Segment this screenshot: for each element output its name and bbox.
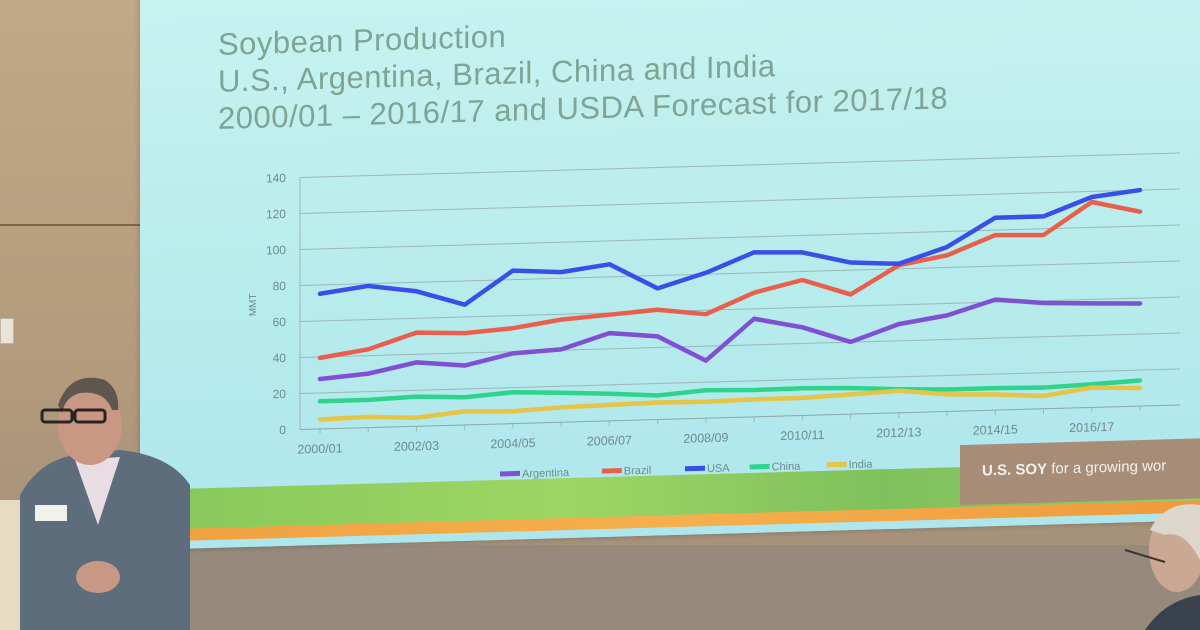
series-line-china <box>317 378 1143 404</box>
series-line-india <box>317 385 1143 422</box>
legend-swatch-india <box>826 461 847 468</box>
legend-label-china: China <box>772 461 802 474</box>
series-line-argentina <box>317 297 1143 382</box>
x-tick-label: 2010/11 <box>780 428 824 443</box>
legend-swatch-argentina <box>500 470 520 477</box>
x-tick-label: 2002/03 <box>394 439 439 454</box>
brand-slogan: for a growing wor <box>1047 457 1167 478</box>
legend-label-india: India <box>849 459 874 472</box>
y-tick-label: 80 <box>273 279 287 293</box>
legend-swatch-china <box>749 463 770 470</box>
legend-label-usa: USA <box>707 463 730 476</box>
wall-outlet <box>0 318 14 344</box>
series-line-usa <box>317 187 1143 307</box>
line-chart: 0 20 40 60 80 100 120 140 MMT 2000/01 2002/03 2004/… <box>248 152 1180 480</box>
y-tick-label: 0 <box>279 423 286 437</box>
gridline <box>300 260 1180 287</box>
y-tick-label: 100 <box>266 243 286 258</box>
wall-seam <box>0 224 150 226</box>
y-tick-label: 140 <box>266 171 286 186</box>
gridline <box>300 152 1180 179</box>
x-tick-label: 2014/15 <box>973 422 1018 437</box>
gridline <box>300 368 1180 395</box>
y-tick-label: 40 <box>273 351 287 365</box>
legend-label-argentina: Argentina <box>522 467 570 480</box>
legend-swatch-brazil <box>601 468 622 474</box>
x-tick-label: 2000/01 <box>297 441 342 456</box>
gridline <box>300 332 1180 359</box>
legend-swatch-usa <box>685 465 705 472</box>
legend-label-brazil: Brazil <box>624 465 652 478</box>
gridline <box>300 224 1180 251</box>
x-tick-label: 2004/05 <box>490 436 535 451</box>
y-tick-label: 20 <box>273 387 287 401</box>
brand-banner: U.S. SOY for a growing wor <box>960 438 1200 506</box>
y-tick-label: 60 <box>273 315 287 329</box>
slide-title: Soybean Production U.S., Argentina, Braz… <box>218 5 948 136</box>
y-tick-label: 120 <box>266 207 286 222</box>
brand-tagline: U.S. SOY for a growing wor <box>982 457 1166 479</box>
projected-slide: Soybean Production U.S., Argentina, Braz… <box>140 0 1200 550</box>
gridline <box>300 404 1180 431</box>
brand-name: U.S. SOY <box>982 460 1048 480</box>
x-tick-label: 2008/09 <box>683 431 728 446</box>
series-line-brazil <box>317 199 1143 361</box>
gridline <box>300 188 1180 215</box>
audience-member <box>1125 504 1200 630</box>
presenter <box>20 377 190 630</box>
x-tick-label: 2006/07 <box>587 433 632 448</box>
screen-base-wall <box>150 545 1200 630</box>
x-tick-label: 2012/13 <box>876 425 921 440</box>
y-axis-label: MMT <box>248 293 259 316</box>
x-tick-label: 2016/17 <box>1069 420 1114 435</box>
